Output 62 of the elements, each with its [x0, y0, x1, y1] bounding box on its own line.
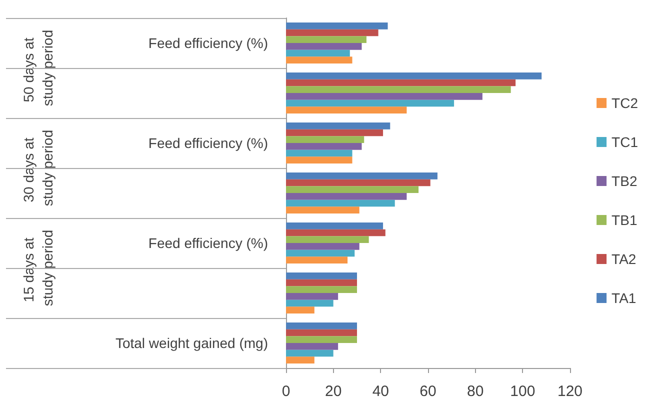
bar: [286, 156, 352, 164]
bar: [286, 22, 388, 30]
bar: [286, 129, 384, 136]
x-tick-label: 120: [557, 383, 583, 400]
bar: [286, 86, 511, 93]
legend-label: TA1: [612, 290, 636, 306]
bar: [286, 350, 334, 357]
bar: [286, 206, 360, 214]
x-tick-label: 100: [510, 383, 536, 400]
bar: [286, 322, 357, 330]
bar: [286, 122, 390, 130]
bar: [286, 250, 355, 257]
bar: [286, 279, 357, 286]
x-tick-label: 40: [372, 383, 390, 400]
bar: [286, 72, 542, 80]
bar: [286, 236, 369, 243]
bar: [286, 143, 362, 150]
bar: [286, 229, 386, 236]
legend-label: TC2: [612, 95, 638, 111]
bar: [286, 306, 314, 314]
bar: [286, 356, 314, 364]
bar: [286, 300, 334, 307]
bar: [286, 272, 357, 280]
bar: [286, 93, 482, 100]
bar: [286, 343, 338, 350]
x-tick-label: 20: [324, 383, 342, 400]
bar: [286, 286, 357, 293]
bar: [286, 79, 516, 86]
x-tick-label: 60: [420, 383, 436, 400]
bar: [286, 136, 364, 143]
bar: [286, 29, 378, 36]
y-tick-label: Feed efficiency (%): [148, 135, 268, 151]
bar: [286, 100, 454, 107]
bar: [286, 179, 430, 186]
bar: [286, 336, 357, 343]
bar: [286, 172, 438, 180]
bar: [286, 150, 352, 157]
text: 30 days at study period: [20, 130, 56, 206]
legend-label: TC1: [612, 134, 638, 150]
bar: [286, 193, 407, 200]
legend-label: TB1: [612, 212, 638, 228]
legend-label: TB2: [612, 173, 638, 189]
x-tick-label: 80: [466, 383, 484, 400]
bar: [286, 106, 407, 114]
y-tick-label: Feed efficiency (%): [148, 35, 268, 51]
bar: [286, 50, 350, 57]
bar: [286, 186, 419, 193]
bar: [286, 36, 366, 43]
text: 15 days at study period: [20, 230, 56, 306]
legend-label: TA2: [612, 251, 636, 267]
bar: [286, 243, 360, 250]
x-tick-label: 0: [282, 383, 290, 400]
y-tick-label: Total weight gained (mg): [115, 335, 268, 351]
bar: [286, 56, 352, 64]
bar: [286, 293, 338, 300]
bar: [286, 43, 362, 50]
text: 50 days at study period: [20, 30, 56, 106]
bar: [286, 329, 357, 336]
bar: [286, 222, 384, 230]
bar: [286, 200, 395, 207]
bar: [286, 256, 348, 264]
y-tick-label: Feed efficiency (%): [148, 235, 268, 251]
